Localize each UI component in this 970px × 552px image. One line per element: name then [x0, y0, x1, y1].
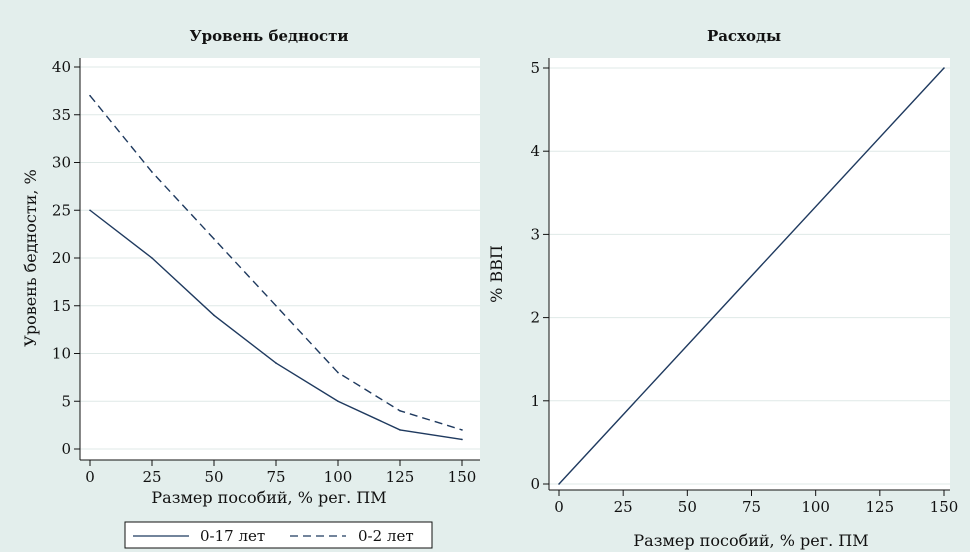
left-x-tick-label: 0 [85, 468, 95, 486]
right-y-axis-label: % ВВП [487, 245, 506, 303]
right-y-tick-label: 5 [530, 59, 540, 77]
right-x-tick-label: 150 [930, 498, 959, 516]
left-y-tick-label: 10 [52, 345, 71, 363]
right-x-axis-label: Размер пособий, % рег. ПМ [633, 531, 868, 550]
left-y-tick-label: 30 [52, 154, 71, 172]
right-y-tick-label: 1 [530, 392, 540, 410]
left-plot-area [80, 58, 480, 460]
legend-box [124, 521, 433, 549]
right-y-tick-label: 2 [530, 309, 540, 327]
left-y-tick-label: 5 [61, 392, 71, 410]
right-x-tick-label: 100 [801, 498, 830, 516]
right-axes [543, 58, 950, 496]
left-y-tick-label: 25 [52, 201, 71, 219]
left-series-1-point [275, 362, 277, 364]
left-x-axis-label: Размер пособий, % рег. ПМ [151, 488, 386, 507]
left-series-2-point [461, 429, 463, 431]
left-series-2-point [337, 371, 339, 374]
left-x-tick-label: 100 [324, 468, 353, 486]
left-x-tick-label: 150 [448, 468, 477, 486]
right-x-tick-label: 0 [554, 498, 564, 516]
left-x-tick-label: 25 [142, 468, 161, 486]
left-y-tick-label: 35 [52, 106, 71, 124]
left-series-2-point [399, 410, 401, 412]
left-x-tick-labels: 0 25 50 75 100 125 150 [85, 468, 476, 486]
left-series-1-point [461, 438, 463, 441]
left-y-tick-label: 20 [52, 249, 71, 267]
legend-label-series-1: 0-17 лет [200, 527, 265, 545]
left-series-1-point [337, 400, 339, 403]
left-x-tick-label: 125 [386, 468, 415, 486]
legend-label-series-2: 0-2 лет [358, 527, 414, 545]
left-x-tick-label: 50 [204, 468, 223, 486]
left-y-tick-label: 15 [52, 297, 71, 315]
left-series-1-point [89, 209, 91, 212]
left-chart-title: Уровень бедности [189, 27, 348, 45]
left-series-1-point [213, 314, 215, 317]
left-series-2-point [213, 238, 215, 240]
right-y-tick-label: 4 [530, 142, 540, 160]
right-series-lines [558, 67, 945, 485]
left-series-2-point [275, 304, 277, 307]
left-series-1-point [399, 429, 401, 431]
right-plot-area [549, 58, 950, 490]
right-series-1-point [943, 67, 945, 69]
left-series-1-point [151, 257, 153, 259]
right-x-tick-labels: 0 25 50 75 100 125 150 [554, 498, 958, 516]
left-y-tick-label: 0 [61, 440, 71, 458]
left-y-tick-labels: 0 5 10 15 20 25 30 35 40 [52, 58, 71, 458]
right-x-tick-label: 75 [742, 498, 761, 516]
right-series-line-1 [558, 67, 945, 485]
right-y-tick-labels: 0 1 2 3 4 5 [530, 59, 540, 493]
left-series-2-point [151, 171, 153, 173]
left-series-2-point [89, 94, 91, 97]
left-series-lines [89, 94, 463, 441]
legend: 0-17 лет 0-2 лет [124, 521, 433, 549]
left-y-tick-label: 40 [52, 58, 71, 76]
right-x-tick-label: 125 [866, 498, 895, 516]
right-gridlines [549, 67, 950, 485]
right-chart-title: Расходы [707, 27, 781, 45]
right-x-tick-label: 25 [614, 498, 633, 516]
left-axes [74, 58, 480, 466]
left-y-axis-label: Уровень бедности, % [21, 169, 40, 346]
left-x-tick-label: 75 [266, 468, 285, 486]
left-gridlines [80, 66, 480, 450]
right-x-tick-label: 50 [678, 498, 697, 516]
right-y-tick-label: 3 [530, 225, 540, 243]
right-series-1-point [558, 483, 560, 485]
right-y-tick-label: 0 [530, 475, 540, 493]
